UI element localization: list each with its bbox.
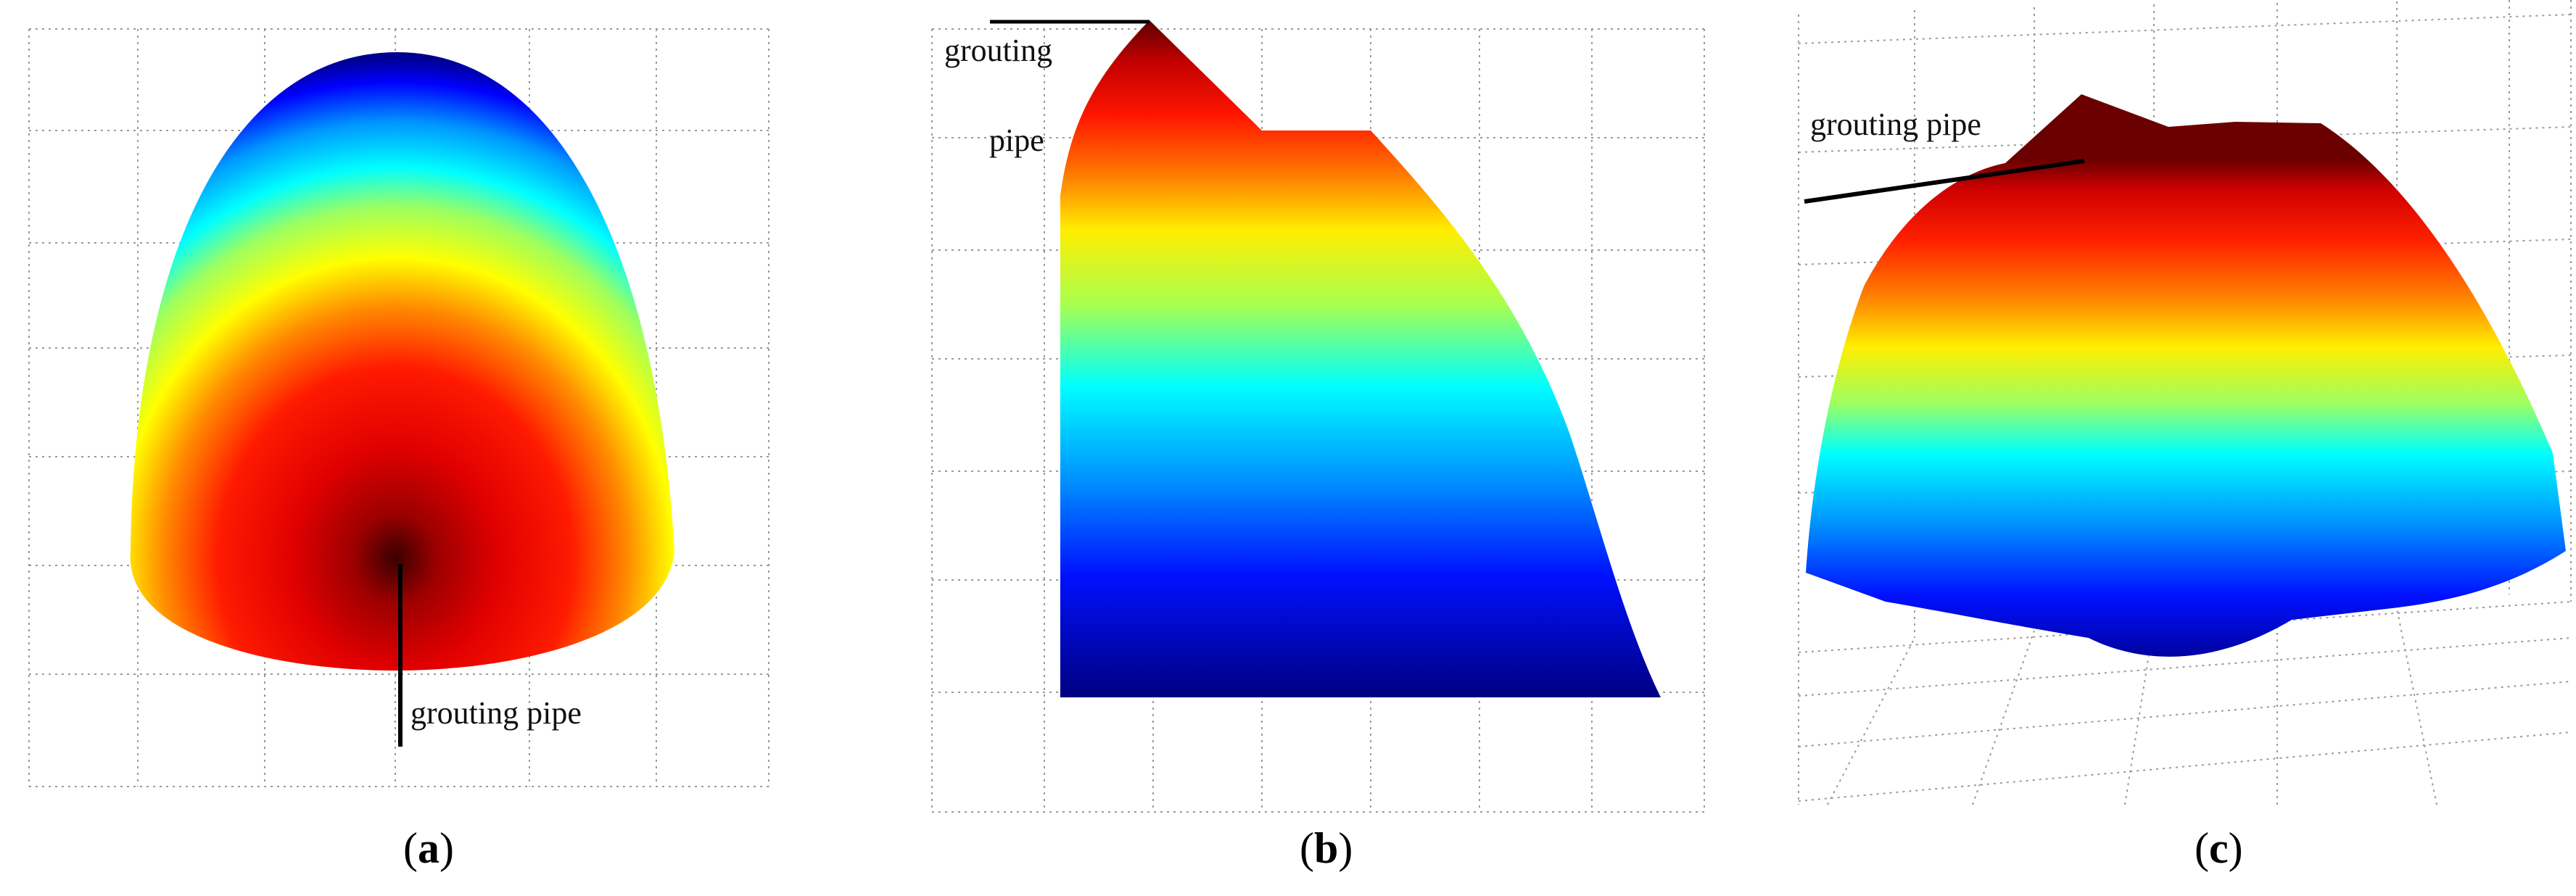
panel-c-pipe-label: grouting pipe [1810,107,1981,142]
panel-b-caption-letter: b [1313,824,1339,872]
panel-b-pipe-label-line1: grouting [944,33,1053,68]
panel-a-pipe-label: grouting pipe [410,695,582,731]
panel-b-pipe-label-line2: pipe [989,123,1044,158]
panel-c-grout-body [1806,94,2566,657]
panel-a-plot [28,28,769,787]
panel-c-plot [1798,0,2572,805]
panel-c-caption: (c) [2195,824,2243,872]
panel-c-caption-letter: c [2208,824,2229,872]
panel-a-caption: (a) [403,824,454,872]
panel-a-caption-letter: a [417,824,439,872]
panel-b-plot [931,20,1705,813]
panel-a-grout-body [130,51,674,671]
panel-b-caption: (b) [1300,824,1353,872]
panel-b-grout-section [1060,20,1661,697]
panel-c-grouting-pipe-line [1804,159,2085,204]
